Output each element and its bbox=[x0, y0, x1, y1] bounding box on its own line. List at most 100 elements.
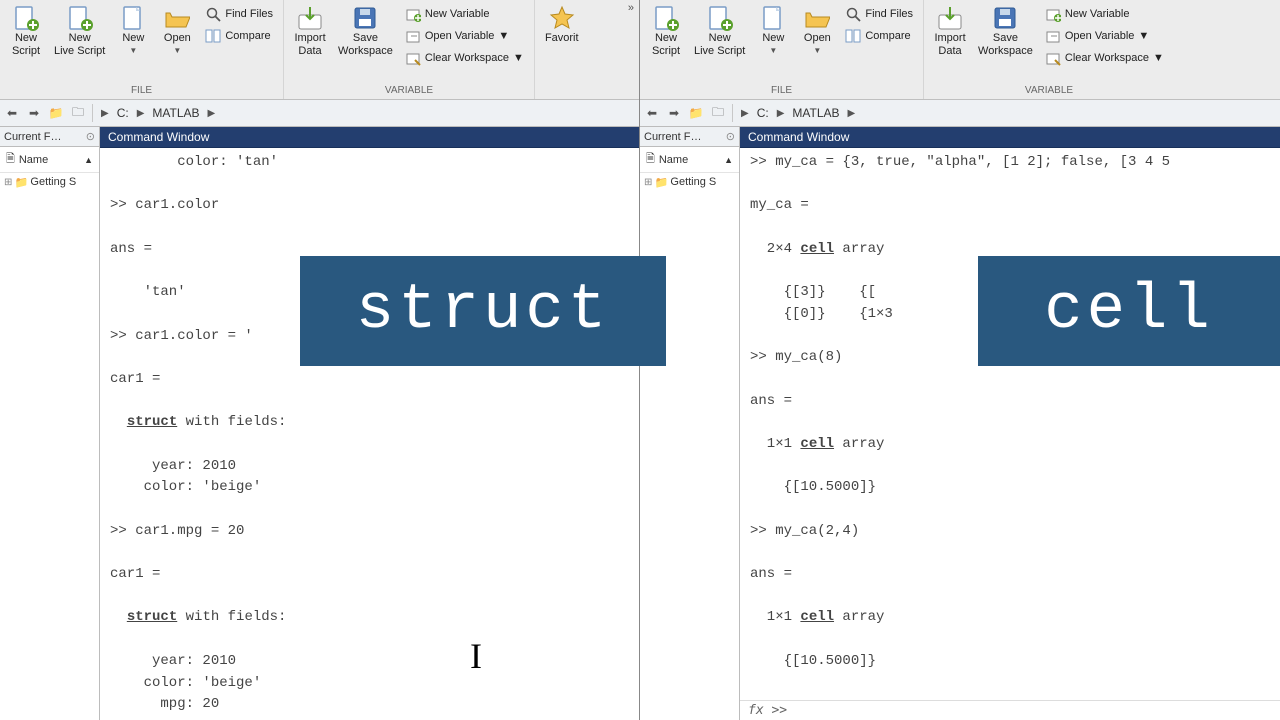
open-button[interactable]: Open ▼ bbox=[155, 2, 199, 55]
back-icon[interactable]: ⬅ bbox=[2, 103, 22, 123]
chevron-down-icon: ▼ bbox=[769, 46, 777, 55]
expand-icon[interactable]: ⊞ bbox=[644, 177, 652, 188]
new-variable-button[interactable]: New Variable bbox=[1043, 4, 1166, 24]
save-workspace-button[interactable]: Save Workspace bbox=[332, 2, 399, 57]
sidebar-title: Current F… bbox=[4, 131, 61, 143]
new-variable-button[interactable]: New Variable bbox=[403, 4, 526, 24]
compare-button[interactable]: Compare bbox=[843, 26, 915, 46]
chevron-down-icon: ▼ bbox=[498, 30, 509, 42]
open-button[interactable]: Open ▼ bbox=[795, 2, 839, 55]
clear-workspace-button[interactable]: Clear Workspace ▼ bbox=[1043, 48, 1166, 68]
compare-button[interactable]: Compare bbox=[203, 26, 275, 46]
ribbon-group-label: FILE bbox=[4, 83, 279, 99]
sidebar-title: Current F… bbox=[644, 131, 701, 143]
var-plus-icon bbox=[1045, 6, 1061, 22]
expand-icon[interactable]: ⊞ bbox=[4, 177, 12, 188]
chevron-down-icon: ▼ bbox=[813, 46, 821, 55]
ribbon-group-label: VARIABLE bbox=[288, 83, 530, 99]
text-cursor-icon: I bbox=[470, 635, 482, 677]
open-variable-button[interactable]: Open Variable ▼ bbox=[1043, 26, 1166, 46]
back-icon[interactable]: ⬅ bbox=[642, 103, 662, 123]
open-variable-button[interactable]: Open Variable ▼ bbox=[403, 26, 526, 46]
folder-icon: 📁 bbox=[14, 175, 28, 189]
new-script-button[interactable]: New Script bbox=[644, 2, 688, 57]
up-folder-icon[interactable]: 📁 bbox=[686, 103, 706, 123]
new-live-script-button[interactable]: New Live Script bbox=[48, 2, 111, 57]
folder-icon: 📁 bbox=[654, 175, 668, 189]
file-icon: 🗎 bbox=[646, 150, 655, 169]
new-button[interactable]: New ▼ bbox=[111, 2, 155, 55]
clear-workspace-button[interactable]: Clear Workspace ▼ bbox=[403, 48, 526, 68]
import-icon bbox=[936, 5, 964, 31]
star-icon bbox=[548, 5, 576, 31]
save-icon bbox=[351, 5, 379, 31]
import-data-button[interactable]: Import Data bbox=[928, 2, 972, 57]
command-window: Command Window >> my_ca = {3, true, "alp… bbox=[740, 127, 1280, 720]
command-window-title: Command Window bbox=[740, 127, 1280, 148]
new-script-button[interactable]: New Script bbox=[4, 2, 48, 57]
import-data-button[interactable]: Import Data bbox=[288, 2, 332, 57]
forward-icon[interactable]: ➡ bbox=[24, 103, 44, 123]
chevron-down-icon: ▼ bbox=[1138, 30, 1149, 42]
ribbon-group-label: FILE bbox=[644, 83, 919, 99]
up-folder-icon[interactable]: 📁 bbox=[46, 103, 66, 123]
var-open-icon bbox=[405, 28, 421, 44]
new-button[interactable]: New ▼ bbox=[751, 2, 795, 55]
sort-icon[interactable]: ▲ bbox=[84, 155, 93, 165]
save-workspace-button[interactable]: Save Workspace bbox=[972, 2, 1039, 57]
folder-open-icon bbox=[803, 5, 831, 31]
command-window-body[interactable]: color: 'tan' >> car1.color ans = 'tan' >… bbox=[100, 148, 639, 720]
doc-plus-icon bbox=[66, 5, 94, 31]
folder-item[interactable]: ⊞ 📁 Getting S bbox=[0, 173, 99, 191]
address-bar: ⬅ ➡ 📁 🗀 ▶ C: ▶ MATLAB ▶ bbox=[640, 100, 1280, 127]
browse-icon[interactable]: 🗀 bbox=[708, 103, 728, 123]
fx-prompt[interactable]: fx >> bbox=[740, 700, 1280, 720]
forward-icon[interactable]: ➡ bbox=[664, 103, 684, 123]
ribbon: New Script New Live Script New ▼ Open ▼ bbox=[0, 0, 639, 100]
folder-item[interactable]: ⊞ 📁 Getting S bbox=[640, 173, 739, 191]
chevron-down-icon: ▼ bbox=[173, 46, 181, 55]
find-files-button[interactable]: Find Files bbox=[203, 4, 275, 24]
ribbon: New Script New Live Script New ▼ Open ▼ bbox=[640, 0, 1280, 100]
compare-icon bbox=[205, 28, 221, 44]
ribbon-expand-icon[interactable]: » bbox=[625, 2, 637, 14]
address-bar: ⬅ ➡ 📁 🗀 ▶ C: ▶ MATLAB ▶ bbox=[0, 100, 639, 127]
compare-icon bbox=[845, 28, 861, 44]
find-files-button[interactable]: Find Files bbox=[843, 4, 915, 24]
command-window-title: Command Window bbox=[100, 127, 639, 148]
column-header[interactable]: Name bbox=[659, 154, 688, 166]
panel-menu-icon[interactable]: ⊙ bbox=[86, 130, 95, 143]
command-window: Command Window color: 'tan' >> car1.colo… bbox=[100, 127, 639, 720]
favorites-button[interactable]: Favorit bbox=[539, 2, 585, 45]
overlay-label-cell: cell bbox=[978, 256, 1280, 366]
chevron-down-icon: ▼ bbox=[1153, 52, 1164, 64]
doc-icon bbox=[119, 5, 147, 31]
path-breadcrumb[interactable]: ▶ C: ▶ MATLAB ▶ bbox=[737, 106, 859, 120]
sort-icon[interactable]: ▲ bbox=[724, 155, 733, 165]
search-icon bbox=[845, 6, 861, 22]
current-folder-panel: Current F… ⊙ 🗎 Name ▲ ⊞ 📁 Getting S bbox=[0, 127, 100, 720]
var-open-icon bbox=[1045, 28, 1061, 44]
current-folder-panel: Current F… ⊙ 🗎 Name ▲ ⊞ 📁 Getting S bbox=[640, 127, 740, 720]
chevron-down-icon: ▼ bbox=[513, 52, 524, 64]
broom-icon bbox=[405, 50, 421, 66]
path-breadcrumb[interactable]: ▶ C: ▶ MATLAB ▶ bbox=[97, 106, 219, 120]
doc-icon bbox=[759, 5, 787, 31]
folder-open-icon bbox=[163, 5, 191, 31]
overlay-label-struct: struct bbox=[300, 256, 666, 366]
file-icon: 🗎 bbox=[6, 150, 15, 169]
new-live-script-button[interactable]: New Live Script bbox=[688, 2, 751, 57]
import-icon bbox=[296, 5, 324, 31]
doc-plus-icon bbox=[652, 5, 680, 31]
doc-plus-icon bbox=[706, 5, 734, 31]
chevron-down-icon: ▼ bbox=[129, 46, 137, 55]
column-header[interactable]: Name bbox=[19, 154, 48, 166]
broom-icon bbox=[1045, 50, 1061, 66]
command-window-body[interactable]: >> my_ca = {3, true, "alpha", [1 2]; fal… bbox=[740, 148, 1280, 700]
search-icon bbox=[205, 6, 221, 22]
var-plus-icon bbox=[405, 6, 421, 22]
doc-plus-icon bbox=[12, 5, 40, 31]
ribbon-group-label: VARIABLE bbox=[928, 83, 1170, 99]
panel-menu-icon[interactable]: ⊙ bbox=[726, 130, 735, 143]
browse-icon[interactable]: 🗀 bbox=[68, 103, 88, 123]
